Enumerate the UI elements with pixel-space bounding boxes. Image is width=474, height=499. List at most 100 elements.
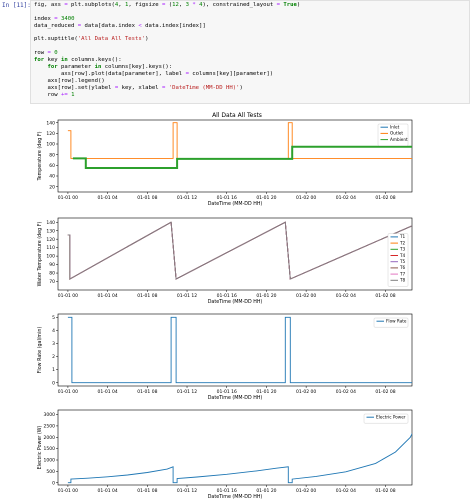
series-line-outlet xyxy=(67,122,412,159)
y-tick-label: 3 xyxy=(52,341,55,347)
legend-entry: T4 xyxy=(399,253,406,258)
series-line-electric-power xyxy=(67,432,412,484)
legend-entry: Outlet xyxy=(390,131,403,136)
legend-entry: Inlet xyxy=(390,125,400,130)
legend xyxy=(373,317,409,328)
x-tick-label: 01-02 04 xyxy=(336,195,356,201)
x-tick-label: 01-02 08 xyxy=(375,488,395,494)
code-line xyxy=(34,43,300,50)
y-tick-label: 80 xyxy=(49,271,55,277)
x-axis-label: DateTime (MM-DD HH) xyxy=(208,395,263,401)
legend xyxy=(387,233,409,287)
y-tick-label: 60 xyxy=(49,163,55,169)
y-axis-label: Temperature (deg F) xyxy=(37,131,43,181)
y-tick-label: 130 xyxy=(46,228,55,234)
code-line: data_reduced = data[data.index < data.in… xyxy=(34,22,206,29)
code-line: axs[row].plot(data[parameter], label = c… xyxy=(34,70,274,77)
x-tick-label: 01-02 04 xyxy=(336,389,356,395)
x-tick-label: 01-01 20 xyxy=(256,389,276,395)
code-line: plt.suptitle('All Data All Tests') xyxy=(34,36,149,43)
y-tick-label: 2500 xyxy=(44,424,56,430)
y-axis-label: Electric Power (W) xyxy=(37,425,43,469)
x-tick-label: 01-02 00 xyxy=(296,293,316,299)
x-tick-label: 01-02 08 xyxy=(375,389,395,395)
x-axis-label: DateTime (MM-DD HH) xyxy=(208,201,263,207)
subplot-4: 0 500 1000 1500 2000 2500 3000 01-01 00 01-01 04… xyxy=(37,409,413,499)
y-axis-label: Water Temperature (deg F) xyxy=(37,222,43,287)
code-line: row = 0 xyxy=(34,50,58,57)
x-tick-label: 01-01 12 xyxy=(177,293,197,299)
cell-prompt: In [11]: xyxy=(2,2,31,9)
legend-entry: T1 xyxy=(399,234,406,239)
output-area: All Data All Tests 20 40 60 80 100 120 140 01-0… xyxy=(0,108,474,499)
x-tick-label: 01-01 00 xyxy=(58,195,78,201)
y-tick-label: 40 xyxy=(49,174,55,180)
x-tick-label: 01-02 00 xyxy=(296,389,316,395)
y-tick-label: 70 xyxy=(49,279,55,285)
legend-entry: Ambient xyxy=(390,137,408,142)
y-tick-label: 0 xyxy=(52,480,55,486)
legend-entry: Electric Power xyxy=(376,415,406,420)
x-tick-label: 01-01 16 xyxy=(217,488,237,494)
x-tick-label: 01-01 16 xyxy=(217,195,237,201)
x-tick-label: 01-01 00 xyxy=(58,488,78,494)
y-tick-label: 2000 xyxy=(44,435,56,441)
legend-entry: T3 xyxy=(399,247,406,252)
x-axis-label: DateTime (MM-DD HH) xyxy=(208,299,263,305)
code-line: for key in columns.keys(): xyxy=(34,57,122,64)
x-tick-label: 01-01 12 xyxy=(177,488,197,494)
y-tick-label: 0 xyxy=(52,380,55,386)
subplot-2: 70 80 90 100 110 120 130 140 01-01 00 01-01 04 01-… xyxy=(37,217,413,305)
code-line: row += 1 xyxy=(34,91,75,98)
x-tick-label: 01-02 00 xyxy=(296,195,316,201)
x-tick-label: 01-01 04 xyxy=(98,389,118,395)
legend xyxy=(377,123,409,146)
y-tick-label: 90 xyxy=(49,262,55,268)
y-tick-label: 100 xyxy=(46,142,55,148)
legend-entry: T2 xyxy=(399,240,406,245)
x-tick-label: 01-01 20 xyxy=(256,293,276,299)
legend xyxy=(363,413,409,424)
x-tick-label: 01-01 08 xyxy=(137,195,157,201)
x-tick-label: 01-01 04 xyxy=(98,195,118,201)
y-tick-label: 80 xyxy=(49,152,55,158)
y-tick-label: 3000 xyxy=(44,412,56,418)
x-tick-label: 01-01 20 xyxy=(256,488,276,494)
x-axis-label: DateTime (MM-DD HH) xyxy=(208,494,263,499)
series-line-t8 xyxy=(67,221,412,280)
y-tick-label: 140 xyxy=(46,220,55,226)
x-tick-label: 01-02 04 xyxy=(336,488,356,494)
y-tick-label: 110 xyxy=(46,245,55,251)
y-tick-label: 1 xyxy=(52,367,55,373)
y-axis-label: Flow Rate (gal/min) xyxy=(37,327,43,374)
series-line-flow-rate xyxy=(67,316,412,384)
x-tick-label: 01-01 08 xyxy=(137,488,157,494)
axes-frame xyxy=(57,119,413,193)
y-tick-label: 100 xyxy=(46,254,55,260)
x-tick-label: 01-01 16 xyxy=(217,389,237,395)
y-tick-label: 1500 xyxy=(44,446,56,452)
x-tick-label: 01-01 00 xyxy=(58,293,78,299)
y-tick-label: 20 xyxy=(49,184,55,190)
code-line: fig, axs = plt.subplots(4, 1, figsize = … xyxy=(34,2,301,8)
y-tick-label: 500 xyxy=(46,469,55,475)
code-line xyxy=(34,30,300,37)
x-tick-label: 01-01 20 xyxy=(256,195,276,201)
y-tick-label: 2 xyxy=(52,354,55,360)
x-tick-label: 01-02 08 xyxy=(375,293,395,299)
x-tick-label: 01-02 04 xyxy=(336,293,356,299)
code-cell[interactable] xyxy=(30,0,470,104)
x-tick-label: 01-01 04 xyxy=(98,488,118,494)
code-line: axs[row].legend() xyxy=(34,77,105,84)
x-tick-label: 01-01 16 xyxy=(217,293,237,299)
legend-entry: Flow Rate xyxy=(386,319,407,324)
series-line-ambient xyxy=(72,145,412,169)
code-line xyxy=(34,9,300,16)
y-tick-label: 140 xyxy=(46,120,55,126)
x-tick-label: 01-01 12 xyxy=(177,195,197,201)
y-tick-label: 5 xyxy=(52,315,55,321)
code-editor[interactable]: fig, axs = plt.subplots(4, 1, figsize = … xyxy=(34,2,300,98)
code-line: axs[row].set(ylabel = key, xlabel = 'Dat… xyxy=(34,84,243,91)
legend-entry: T8 xyxy=(399,278,406,283)
axes-frame xyxy=(57,409,413,486)
